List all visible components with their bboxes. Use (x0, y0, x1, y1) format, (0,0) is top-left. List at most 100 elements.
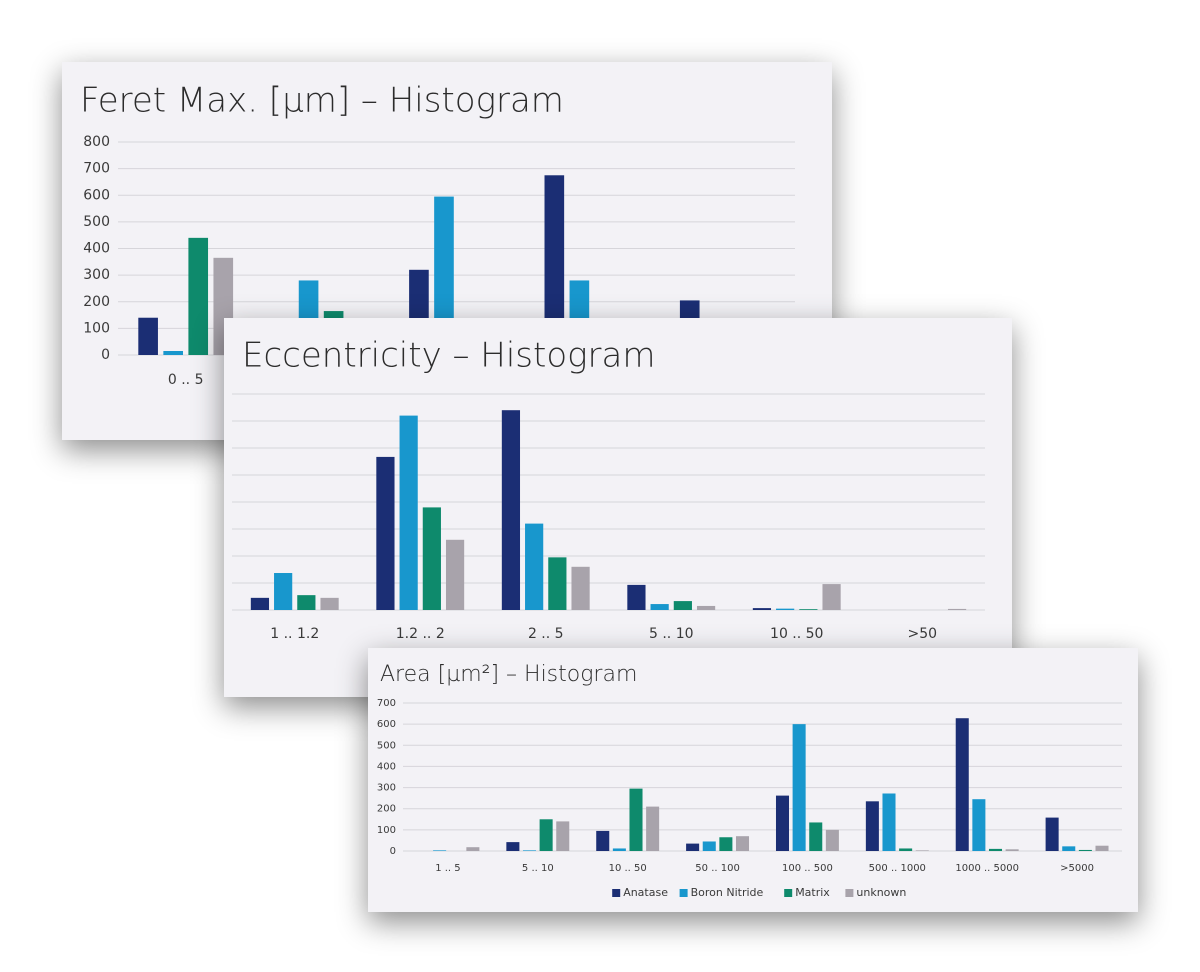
chart-title: Eccentricity – Histogram (242, 336, 656, 376)
bar (972, 799, 986, 851)
bar (466, 847, 480, 851)
bar (752, 608, 772, 610)
bar (548, 557, 567, 610)
bar (525, 523, 544, 610)
bar (799, 609, 818, 610)
bar (702, 841, 716, 851)
legend-label: Matrix (795, 886, 830, 899)
bar (915, 850, 929, 851)
bar (422, 507, 441, 610)
bar (138, 317, 158, 355)
bar (188, 237, 209, 355)
chart: Area [µm²] – Histogram 0 100 200 300 400 500 60… (377, 662, 1122, 899)
x-tick-label: 1000 .. 5000 (955, 863, 1019, 874)
bar (899, 848, 913, 851)
x-tick-label: 5 .. 10 (522, 863, 554, 874)
bar (320, 597, 339, 610)
legend-label: Boron Nitride (691, 886, 764, 899)
chart-card: Area [µm²] – Histogram 0 100 200 300 400 500 60… (368, 648, 1138, 912)
legend-swatch (679, 889, 688, 897)
y-tick-label: 0 (101, 347, 110, 363)
bar (673, 601, 692, 610)
y-tick-label: 400 (83, 241, 110, 257)
chart-title: Area [µm²] – Histogram (380, 662, 637, 687)
y-tick-label: 300 (377, 783, 396, 794)
x-tick-label: 500 .. 1000 (869, 863, 926, 874)
bar (825, 829, 839, 851)
bar (696, 605, 716, 610)
bar (433, 850, 447, 851)
y-tick-label: 500 (377, 740, 396, 751)
legend-label: unknown (856, 886, 906, 899)
chart-card: Eccentricity – Histogram 1 .. 1.2 1.2 .. 2… (224, 318, 1012, 697)
bar (596, 830, 610, 851)
bar (1078, 849, 1092, 851)
bar (556, 821, 570, 851)
bar (955, 718, 969, 851)
x-tick-label: 10 .. 50 (609, 863, 647, 874)
bar (250, 597, 270, 610)
bar (163, 351, 183, 355)
bar (650, 604, 669, 610)
bar (1005, 849, 1019, 851)
x-tick-label: 1 .. 5 (435, 863, 460, 874)
legend-swatch (612, 889, 621, 897)
bar (627, 584, 646, 610)
x-tick-label: 10 .. 50 (770, 626, 823, 642)
x-tick-label: 1 .. 1.2 (270, 626, 319, 642)
x-tick-label: 1.2 .. 2 (396, 626, 445, 642)
bar (274, 573, 293, 610)
bar (629, 788, 643, 851)
y-tick-label: 400 (377, 761, 396, 772)
bar (776, 608, 795, 610)
chart-title: Feret Max. [µm] – Histogram (80, 81, 564, 121)
legend-label: Anatase (623, 886, 668, 899)
bar (988, 848, 1003, 851)
x-tick-label: 5 .. 10 (649, 626, 694, 642)
bar (1062, 846, 1076, 851)
legend-swatch (845, 889, 854, 897)
y-tick-label: 700 (83, 161, 110, 177)
bar (522, 850, 537, 851)
bar (882, 793, 896, 851)
bar (646, 806, 660, 851)
bar (506, 842, 520, 851)
bar (947, 608, 967, 610)
bar (434, 196, 454, 355)
x-tick-label: >50 (907, 626, 937, 642)
bar (544, 175, 565, 355)
x-tick-label: 2 .. 5 (528, 626, 564, 642)
bar (686, 843, 700, 851)
bar (501, 410, 521, 610)
legend-swatch (784, 889, 793, 897)
bar (775, 795, 790, 851)
chart: Eccentricity – Histogram 1 .. 1.2 1.2 .. 2… (232, 336, 985, 642)
bar (399, 415, 418, 610)
bar (735, 836, 750, 851)
x-tick-label: 0 .. 5 (168, 372, 204, 388)
bar (297, 595, 316, 610)
y-tick-label: 100 (83, 320, 110, 336)
bar (445, 539, 465, 610)
bar (376, 456, 395, 610)
x-tick-label: 50 .. 100 (695, 863, 740, 874)
bar (865, 801, 879, 851)
x-tick-label: 100 .. 500 (782, 863, 833, 874)
bar (719, 837, 733, 851)
bar (809, 822, 823, 851)
x-tick-label: >5000 (1060, 863, 1094, 874)
bar (571, 566, 590, 610)
y-tick-label: 100 (377, 825, 396, 836)
y-tick-label: 0 (390, 846, 396, 857)
y-tick-label: 200 (83, 294, 110, 310)
bar (1045, 817, 1059, 851)
bar (822, 584, 841, 610)
y-tick-label: 800 (83, 134, 110, 150)
y-tick-label: 600 (83, 187, 110, 203)
y-tick-label: 300 (83, 267, 110, 283)
bar (1095, 845, 1109, 851)
y-tick-label: 700 (377, 698, 396, 709)
bar (539, 819, 553, 851)
bar (612, 848, 626, 851)
